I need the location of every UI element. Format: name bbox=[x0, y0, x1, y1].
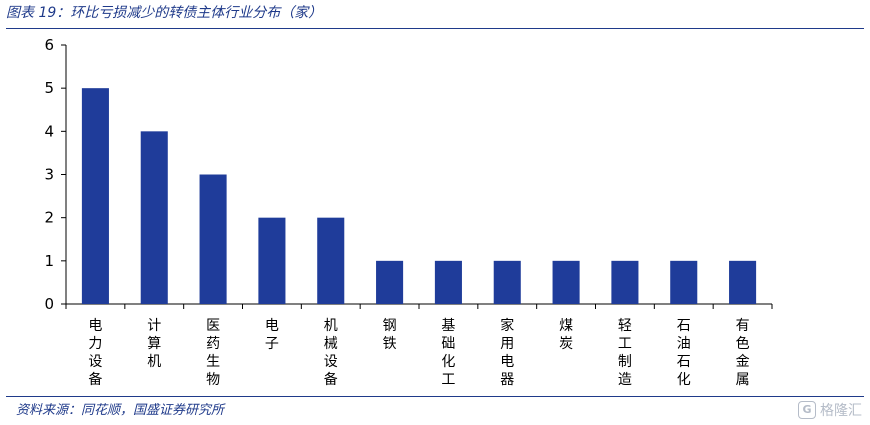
bar bbox=[611, 260, 639, 304]
y-tick-label: 1 bbox=[44, 252, 54, 270]
category-label: 机械设备 bbox=[324, 318, 338, 388]
title-divider bbox=[6, 28, 864, 29]
bar bbox=[140, 131, 168, 304]
category-label: 有色金属 bbox=[736, 318, 750, 388]
bar bbox=[552, 260, 580, 304]
watermark: G 格隆汇 bbox=[798, 400, 862, 420]
figure-source: 资料来源：同花顺，国盛证券研究所 bbox=[16, 403, 225, 418]
category-label: 基础化工 bbox=[441, 317, 455, 388]
y-tick-label: 5 bbox=[44, 79, 54, 97]
bar bbox=[258, 217, 286, 304]
bar bbox=[317, 217, 345, 304]
y-tick-label: 6 bbox=[44, 36, 54, 54]
category-label: 轻工制造 bbox=[618, 318, 632, 388]
category-label: 电子 bbox=[265, 318, 279, 352]
bar bbox=[434, 260, 462, 304]
y-tick-label: 2 bbox=[44, 209, 54, 227]
category-label: 家用电器 bbox=[500, 317, 514, 388]
bar bbox=[81, 88, 109, 305]
category-label: 医药生物 bbox=[206, 318, 220, 388]
y-tick-label: 3 bbox=[44, 166, 54, 184]
bar bbox=[376, 260, 404, 304]
category-label: 石油石化 bbox=[677, 318, 691, 388]
bar bbox=[729, 260, 757, 304]
source-divider bbox=[6, 396, 864, 397]
bar bbox=[493, 260, 521, 304]
y-tick-label: 4 bbox=[44, 122, 54, 140]
figure-title: 图表 19：环比亏损减少的转债主体行业分布（家） bbox=[6, 5, 323, 21]
category-label: 计算机 bbox=[147, 318, 161, 370]
category-label: 钢铁 bbox=[383, 318, 397, 352]
category-label: 煤炭 bbox=[559, 318, 573, 352]
category-label: 电力设备 bbox=[88, 318, 102, 388]
bar bbox=[670, 260, 698, 304]
y-tick-label: 0 bbox=[44, 295, 54, 313]
bar bbox=[199, 174, 227, 304]
watermark-text: 格隆汇 bbox=[820, 403, 862, 419]
watermark-logo-icon: G bbox=[798, 401, 816, 419]
